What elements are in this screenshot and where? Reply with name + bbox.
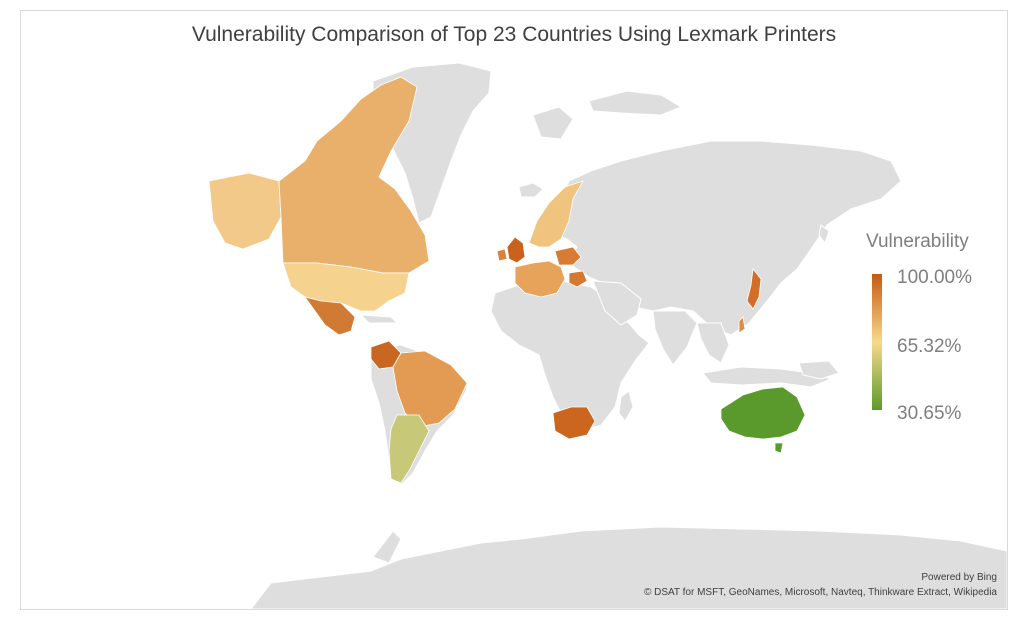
country-japan [746,268,762,310]
region-eurasia [540,140,902,336]
region-india [652,310,698,366]
country-poland [554,246,582,266]
country-romania [568,270,588,288]
country-tasmania [774,442,784,454]
country-taiwan [738,316,746,334]
region-se-asia [696,322,730,364]
country-uk [506,236,526,264]
country-mexico [304,296,356,336]
region-new-guinea [798,360,840,380]
region-new-zealand [818,224,830,245]
country-brazil [392,350,468,428]
attribution-credits: © DSAT for MSFT, GeoNames, Microsoft, Na… [643,587,997,598]
country-argentina [388,414,430,484]
region-indonesia [702,366,833,388]
region-iceland [518,182,544,198]
region-arctic-islands-2 [532,106,574,140]
country-scandinavia [528,180,584,248]
country-australia [720,386,806,440]
region-caribbean [359,314,399,324]
legend-title: Vulnerability [866,231,969,252]
region-middle-east [592,280,642,326]
country-western-europe [514,260,566,298]
legend-mid-label: 65.32% [897,336,962,357]
chart-frame: Vulnerability Comparison of Top 23 Count… [20,10,1008,610]
region-antarctic-peninsula [372,530,402,564]
region-arctic-islands [588,90,683,116]
world-map [208,62,1007,609]
attribution-bing: Powered by Bing [921,572,997,583]
country-ireland [496,248,508,262]
legend-max-label: 100.00% [897,267,973,288]
region-antarctica [250,526,1007,609]
legend-min-label: 30.65% [897,403,962,424]
legend-color-scale [872,274,882,410]
country-alaska [208,172,282,250]
chart-title: Vulnerability Comparison of Top 23 Count… [191,23,837,46]
country-south-africa [552,406,596,440]
region-madagascar [618,390,634,422]
